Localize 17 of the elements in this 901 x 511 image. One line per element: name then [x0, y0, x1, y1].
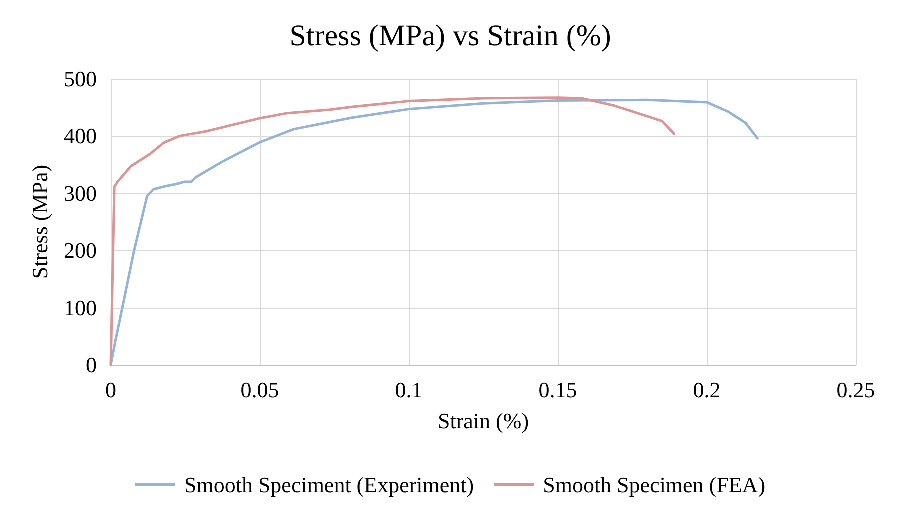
x-tick-label: 0: [106, 378, 116, 402]
x-tick-label: 0.2: [693, 378, 721, 402]
y-tick-label: 0: [86, 352, 97, 378]
x-tick-label: 0.1: [395, 378, 423, 402]
y-tick-label: 100: [64, 295, 97, 320]
chart-title: Stress (MPa) vs Strain (%): [290, 20, 612, 52]
y-tick-label: 200: [64, 238, 97, 264]
y-axis-title: Stress (MPa): [28, 164, 52, 280]
x-axis-title: Strain (%): [438, 408, 530, 434]
legend-label: Smooth Specimen (FEA): [543, 472, 766, 498]
x-tick-label: 0.15: [538, 378, 578, 402]
x-tick-label: 0.05: [240, 378, 280, 402]
y-tick-label: 500: [64, 66, 97, 92]
y-tick-label: 300: [64, 180, 97, 206]
legend-label: Smooth Speciment (Experiment): [184, 472, 474, 498]
y-tick-label: 400: [64, 124, 97, 149]
x-tick-label: 0.25: [836, 378, 876, 402]
